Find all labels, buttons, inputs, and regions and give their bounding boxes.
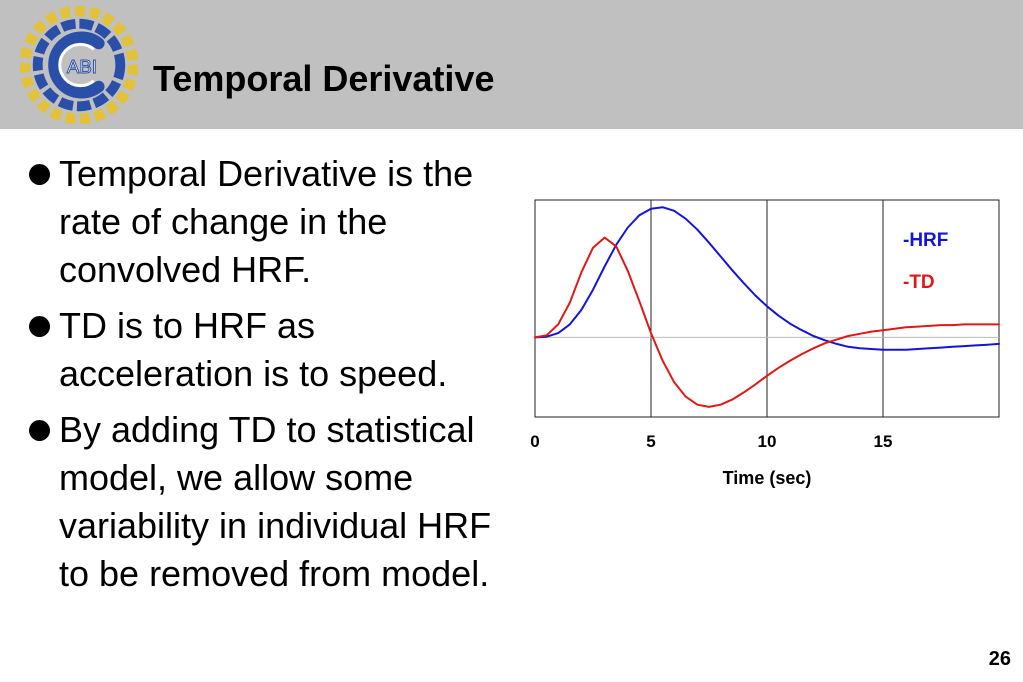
abi-logo: ABI — [20, 6, 138, 124]
bullet-list: Temporal Derivative is the rate of chang… — [24, 150, 504, 606]
bullet-text: By adding TD to statistical model, we al… — [59, 409, 492, 594]
x-tick-label: 0 — [530, 432, 539, 451]
x-tick-label: 5 — [646, 432, 655, 451]
legend-entry: -HRF — [903, 230, 948, 251]
bullet-dot-icon — [29, 316, 50, 337]
bullet-text: Temporal Derivative is the rate of chang… — [59, 153, 474, 290]
page-number: 26 — [988, 648, 1011, 670]
x-axis-label: Time (sec) — [723, 468, 812, 488]
legend-entry: -TD — [903, 272, 935, 293]
bullet-text: TD is to HRF as acceleration is to speed… — [59, 305, 448, 394]
page-title: Temporal Derivative — [153, 58, 495, 99]
bullet-item: By adding TD to statistical model, we al… — [24, 406, 504, 598]
series-line-hrf — [534, 206, 1000, 351]
hrf-td-chart: 0 5 10 15 Time (sec) -HRF -TD — [530, 199, 1000, 488]
bullet-dot-icon — [29, 164, 50, 185]
bullet-dot-icon — [29, 420, 50, 441]
series-line-td — [534, 236, 1000, 408]
bullet-item: Temporal Derivative is the rate of chang… — [24, 150, 504, 294]
slide-header: ABI Temporal Derivative — [0, 0, 1023, 129]
x-tick-label: 10 — [758, 432, 777, 451]
bullet-item: TD is to HRF as acceleration is to speed… — [24, 302, 504, 398]
x-tick-label: 15 — [874, 432, 893, 451]
logo-text: ABI — [67, 56, 97, 77]
